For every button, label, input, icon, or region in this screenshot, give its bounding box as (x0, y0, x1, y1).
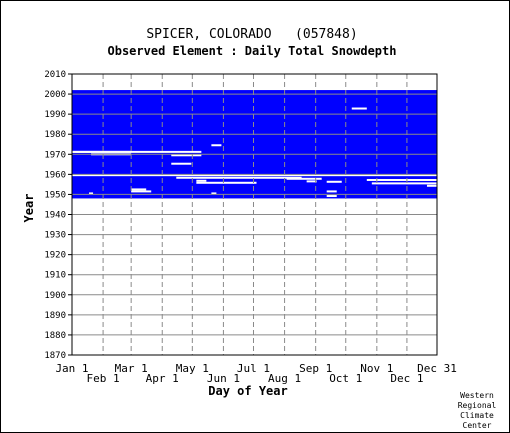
y-tick-label: 1950 (44, 190, 66, 200)
credit-block: Western Regional Climate Center (458, 391, 497, 430)
x-tick-label: Nov 1 (360, 362, 393, 375)
y-tick-label: 1960 (44, 170, 66, 180)
y-tick-label: 1920 (44, 251, 66, 261)
missing-data-gap (211, 192, 217, 195)
y-tick-label: 1890 (44, 311, 66, 321)
x-tick-label: Apr 1 (146, 372, 179, 385)
x-tick-label: Aug 1 (268, 372, 301, 385)
y-axis-label: Year (22, 194, 36, 223)
y-tick-label: 2000 (44, 90, 66, 100)
missing-data-gap (196, 179, 207, 182)
credit-line: Western (460, 391, 494, 400)
chart-title: SPICER, COLORADO (057848) (146, 27, 357, 42)
chart-subtitle: Observed Element : Daily Total Snowdepth (108, 44, 397, 58)
missing-data-gap (286, 177, 322, 180)
y-tick-label: 1880 (44, 331, 66, 341)
missing-data-gap (171, 154, 202, 157)
missing-data-gap (72, 88, 102, 91)
missing-data-gap (371, 182, 437, 185)
y-tick-label: 1940 (44, 211, 66, 221)
missing-data-gap (131, 188, 147, 191)
x-tick-label: Dec 1 (390, 372, 423, 385)
missing-data-gap (176, 176, 302, 179)
x-tick-label: Jan 1 (55, 362, 88, 375)
missing-data-gap (211, 144, 222, 147)
missing-data-gap (171, 162, 192, 165)
x-tick-label: Jun 1 (207, 372, 240, 385)
missing-data-gap (326, 190, 337, 193)
x-tick-label: Feb 1 (87, 372, 120, 385)
credit-line: Center (463, 421, 492, 430)
x-axis-label: Day of Year (208, 384, 287, 398)
y-tick-label: 1910 (44, 271, 66, 281)
y-tick-label: 1900 (44, 291, 66, 301)
missing-data-gap (72, 174, 437, 177)
y-tick-label: 1870 (44, 351, 66, 361)
y-tick-label: 2010 (44, 70, 66, 80)
missing-data-gap (366, 178, 437, 181)
x-tick-label: Sep 1 (299, 362, 332, 375)
x-tick-label: Mar 1 (115, 362, 148, 375)
missing-data-gap (426, 184, 437, 187)
x-tick-labels: Jan 1 Mar 1 May 1 Jul 1 Sep 1 Nov 1 Dec 31 Feb … (55, 362, 456, 385)
credit-line: Climate (460, 411, 494, 420)
missing-data-gap (196, 181, 257, 184)
missing-data-gap (89, 192, 94, 195)
missing-data-gap (131, 190, 152, 193)
x-tick-label: Oct 1 (329, 372, 362, 385)
missing-data-gap (351, 107, 367, 110)
x-tick-label: Dec 31 (417, 362, 457, 375)
missing-data-gap (326, 180, 342, 183)
x-tick-label: Jul 1 (237, 362, 270, 375)
y-tick-label: 1930 (44, 231, 66, 241)
missing-data-gap (72, 150, 202, 153)
y-tick-label: 1990 (44, 110, 66, 120)
y-tick-labels: 1870 1880 1890 1900 1910 1920 1930 1940 1950 1960… (44, 70, 66, 361)
missing-data-gap (306, 180, 317, 183)
plot-border (71, 73, 438, 356)
missing-data-gap (326, 195, 337, 198)
data-layer (72, 88, 437, 199)
y-tick-label: 1980 (44, 130, 66, 140)
credit-line: Regional (458, 401, 497, 410)
y-tick-label: 1970 (44, 150, 66, 160)
x-tick-label: May 1 (176, 362, 209, 375)
